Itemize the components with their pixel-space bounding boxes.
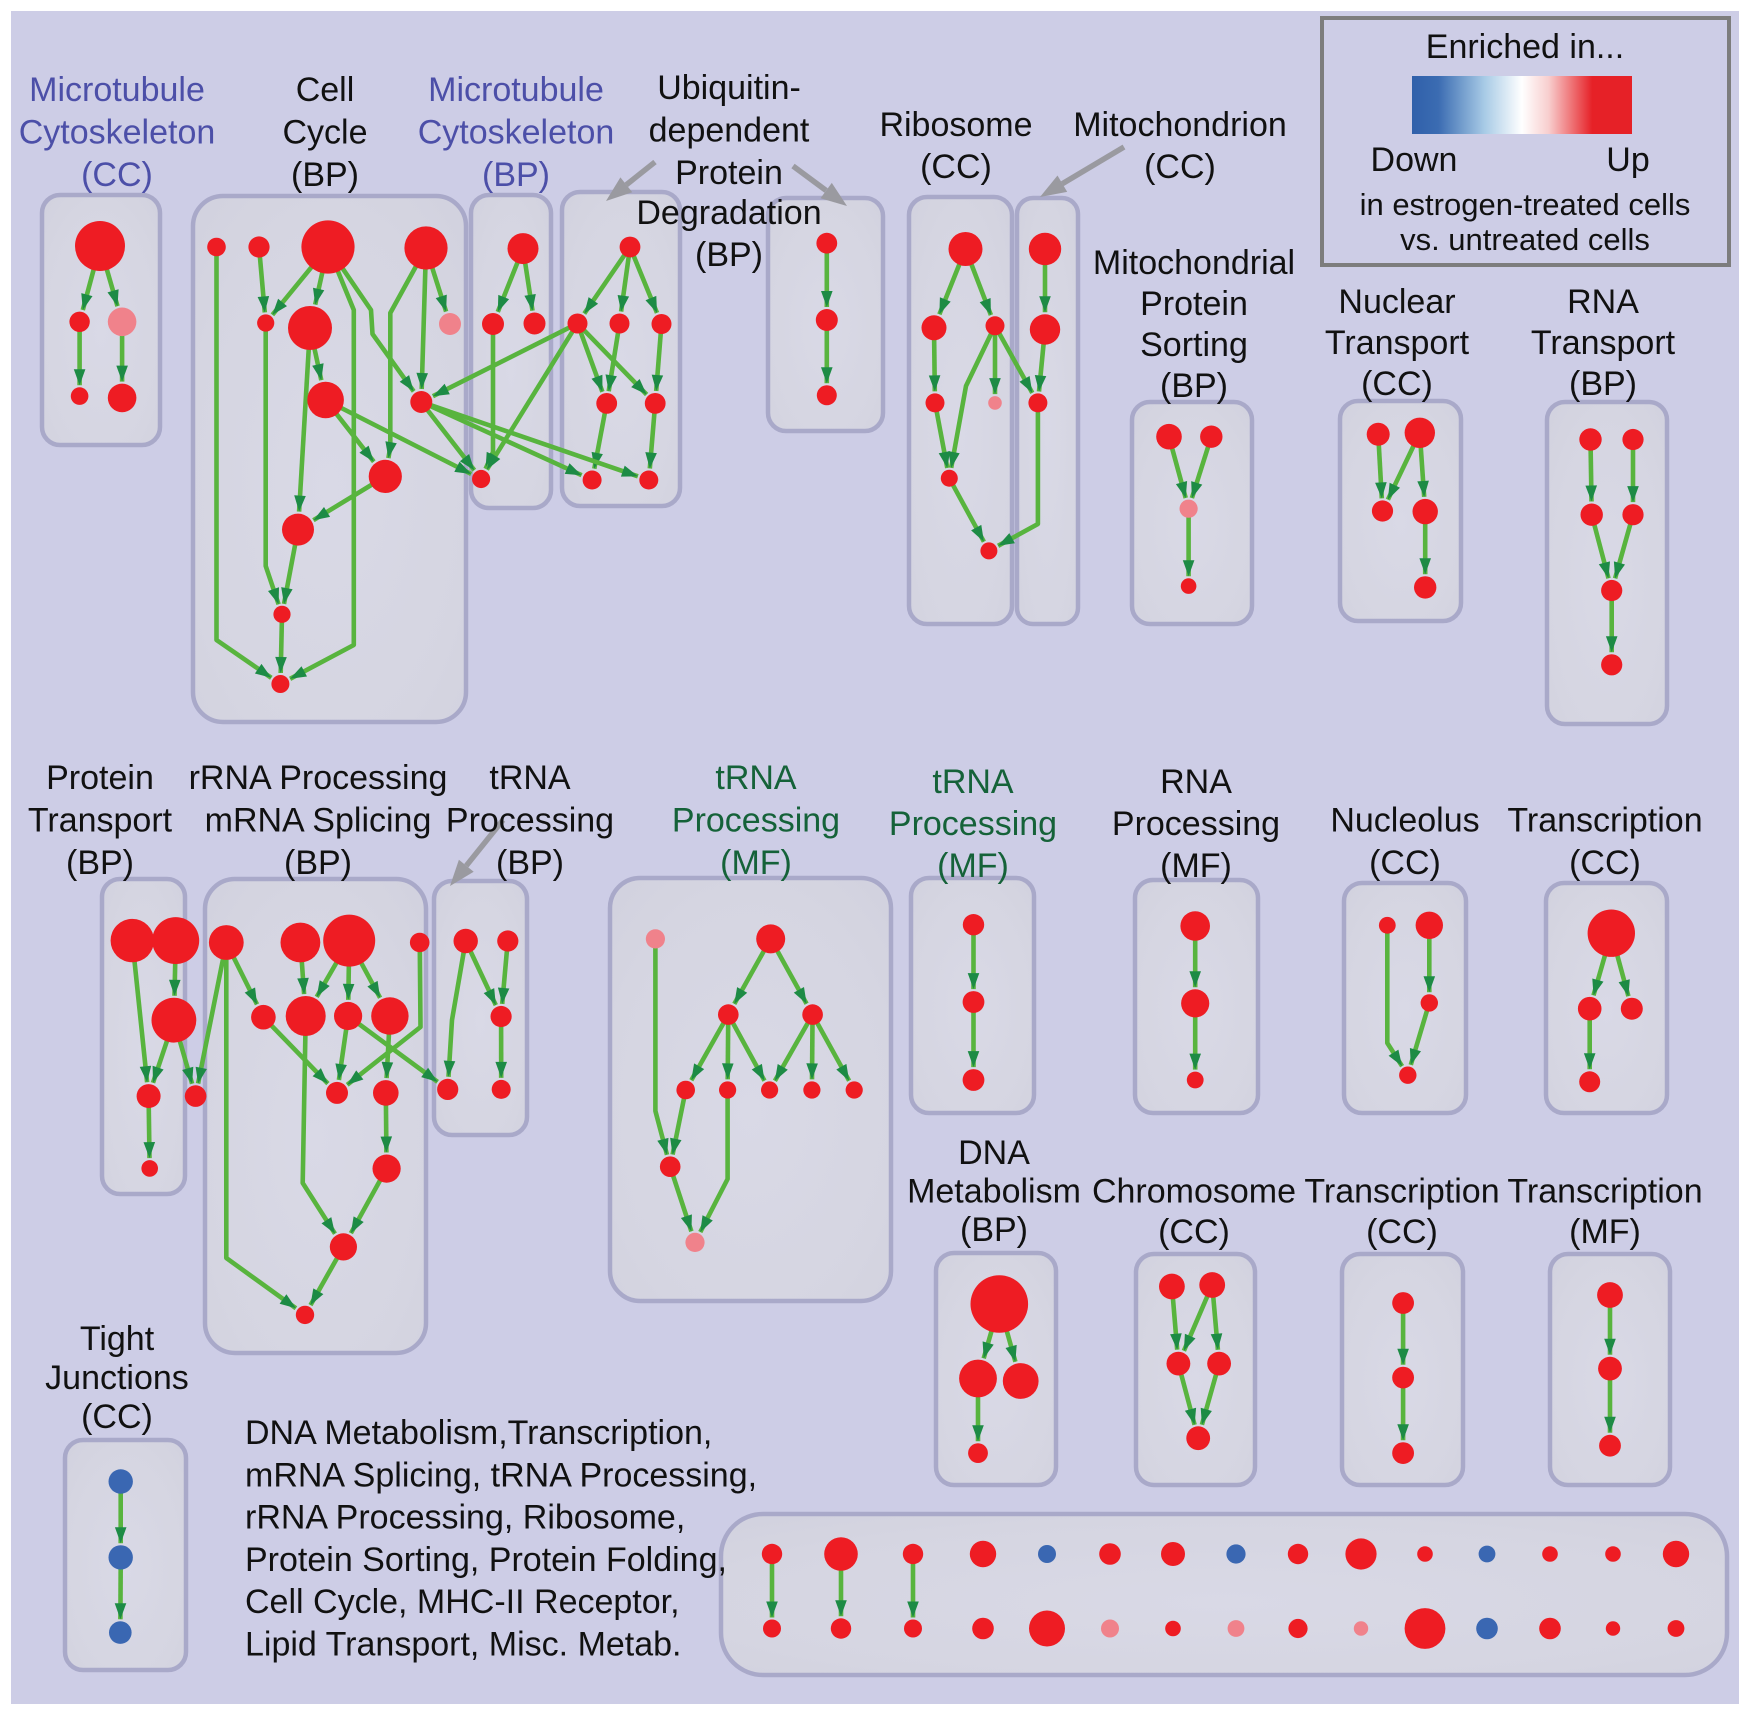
svg-text:Sorting: Sorting [1140, 326, 1248, 364]
svg-text:Processing: Processing [446, 802, 614, 840]
svg-text:(CC): (CC) [1569, 844, 1641, 882]
svg-text:(BP): (BP) [496, 844, 564, 882]
svg-text:RNA: RNA [1567, 283, 1639, 321]
svg-text:Protein: Protein [46, 759, 154, 797]
svg-text:(CC): (CC) [81, 1398, 153, 1436]
svg-text:rRNA Processing, Ribosome,: rRNA Processing, Ribosome, [245, 1499, 685, 1537]
svg-text:tRNA: tRNA [489, 759, 571, 797]
svg-text:Transcription: Transcription [1507, 1173, 1702, 1211]
svg-text:Transport: Transport [1325, 324, 1470, 362]
svg-text:tRNA: tRNA [715, 759, 797, 797]
svg-text:Processing: Processing [672, 802, 840, 840]
svg-text:Cell: Cell [296, 71, 355, 109]
svg-text:Cycle: Cycle [282, 114, 367, 152]
svg-text:(BP): (BP) [1569, 365, 1637, 403]
svg-text:in estrogen-treated cells: in estrogen-treated cells [1360, 187, 1691, 222]
svg-text:DNA: DNA [958, 1134, 1030, 1172]
svg-text:(BP): (BP) [284, 844, 352, 882]
svg-text:Transcription: Transcription [1304, 1173, 1499, 1211]
svg-text:Degradation: Degradation [636, 194, 821, 232]
svg-text:Ribosome: Ribosome [879, 106, 1032, 144]
svg-text:Mitochondrial: Mitochondrial [1093, 244, 1295, 282]
svg-text:Nuclear: Nuclear [1338, 283, 1455, 321]
svg-text:(CC): (CC) [1366, 1213, 1438, 1251]
svg-text:Transport: Transport [28, 802, 173, 840]
svg-text:Junctions: Junctions [45, 1359, 189, 1397]
svg-text:(CC): (CC) [1144, 148, 1216, 186]
svg-text:mRNA Splicing, tRNA Processing: mRNA Splicing, tRNA Processing, [245, 1456, 757, 1494]
svg-text:Cytoskeleton: Cytoskeleton [418, 114, 615, 152]
svg-text:Nucleolus: Nucleolus [1330, 802, 1479, 840]
svg-text:Ubiquitin-: Ubiquitin- [657, 69, 801, 107]
svg-text:(CC): (CC) [1158, 1213, 1230, 1251]
svg-text:Up: Up [1606, 141, 1649, 179]
svg-text:dependent: dependent [649, 112, 810, 150]
svg-text:(CC): (CC) [920, 148, 992, 186]
svg-text:DNA Metabolism,Transcription,: DNA Metabolism,Transcription, [245, 1414, 712, 1452]
svg-text:vs. untreated cells: vs. untreated cells [1400, 222, 1650, 257]
svg-text:mRNA Splicing: mRNA Splicing [205, 802, 432, 840]
svg-text:(BP): (BP) [291, 156, 359, 194]
svg-text:Enriched in...: Enriched in... [1426, 28, 1624, 66]
svg-text:(MF): (MF) [720, 844, 792, 882]
svg-text:Processing: Processing [889, 805, 1057, 843]
svg-text:Protein: Protein [675, 154, 783, 192]
svg-text:Chromosome: Chromosome [1092, 1173, 1296, 1211]
svg-text:(MF): (MF) [1569, 1213, 1641, 1251]
svg-text:(CC): (CC) [81, 156, 153, 194]
svg-text:Metabolism: Metabolism [907, 1173, 1081, 1211]
svg-text:(BP): (BP) [695, 236, 763, 274]
svg-text:Protein: Protein [1140, 285, 1248, 323]
svg-text:Microtubule: Microtubule [29, 71, 205, 109]
svg-text:Down: Down [1371, 141, 1458, 179]
svg-text:Transport: Transport [1531, 324, 1676, 362]
svg-text:RNA: RNA [1160, 763, 1232, 801]
svg-text:(CC): (CC) [1361, 365, 1433, 403]
svg-text:rRNA Processing: rRNA Processing [189, 759, 448, 797]
svg-text:(BP): (BP) [66, 844, 134, 882]
svg-text:Cell Cycle, MHC-II Receptor,: Cell Cycle, MHC-II Receptor, [245, 1583, 680, 1621]
svg-text:(BP): (BP) [960, 1211, 1028, 1249]
svg-text:Processing: Processing [1112, 805, 1280, 843]
svg-text:(BP): (BP) [1160, 367, 1228, 405]
svg-text:(CC): (CC) [1369, 844, 1441, 882]
svg-text:Lipid Transport, Misc. Metab.: Lipid Transport, Misc. Metab. [245, 1626, 682, 1664]
svg-text:Transcription: Transcription [1507, 802, 1702, 840]
svg-text:(MF): (MF) [1160, 847, 1232, 885]
svg-text:(BP): (BP) [482, 156, 550, 194]
svg-text:Microtubule: Microtubule [428, 71, 604, 109]
svg-text:Mitochondrion: Mitochondrion [1073, 106, 1287, 144]
svg-text:Protein Sorting, Protein Foldi: Protein Sorting, Protein Folding, [245, 1541, 727, 1579]
svg-text:Cytoskeleton: Cytoskeleton [19, 114, 216, 152]
svg-text:(MF): (MF) [937, 847, 1009, 885]
svg-text:tRNA: tRNA [932, 763, 1014, 801]
svg-text:Tight: Tight [80, 1320, 155, 1358]
